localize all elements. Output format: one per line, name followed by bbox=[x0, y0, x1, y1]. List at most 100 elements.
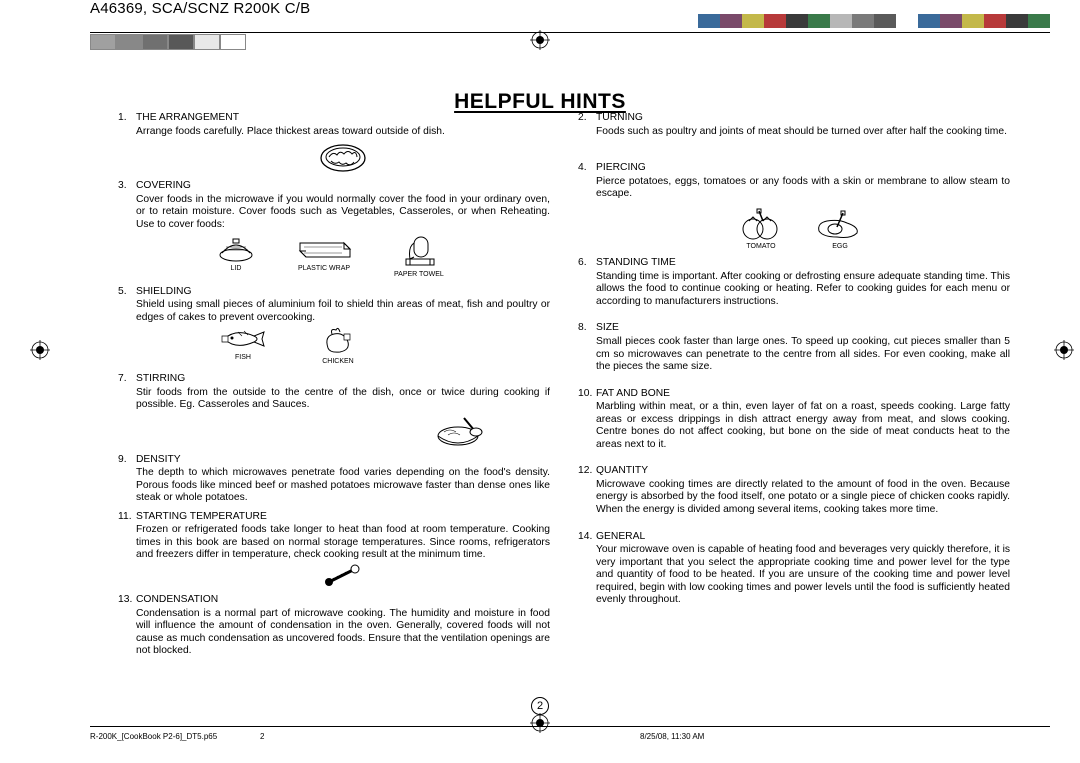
thermometer-icon bbox=[323, 564, 363, 588]
dish-icon bbox=[319, 140, 367, 174]
hint-body: Your microwave oven is capable of heatin… bbox=[596, 544, 1010, 607]
towel-item: PAPER TOWEL bbox=[394, 233, 444, 280]
fish-label: FISH bbox=[235, 354, 251, 361]
chicken-item: CHICKEN bbox=[318, 326, 358, 367]
illus-arrangement bbox=[136, 140, 550, 174]
hint-num: 11. bbox=[118, 511, 136, 524]
hint-title: SIZE bbox=[596, 322, 619, 335]
hint-standing: 6.STANDING TIME Standing time is importa… bbox=[578, 257, 1010, 308]
hint-num: 2. bbox=[578, 112, 596, 125]
color-calibration-bar bbox=[698, 14, 1050, 28]
hint-starting-temp: 11.STARTING TEMPERATURE Frozen or refrig… bbox=[118, 511, 550, 588]
grayscale-boxes bbox=[90, 34, 246, 50]
illus-stirring bbox=[136, 414, 490, 448]
egg-label: EGG bbox=[832, 243, 848, 250]
page-title: HELPFUL HINTS bbox=[0, 90, 1080, 114]
hint-body: Marbling within meat, or a thin, even la… bbox=[596, 401, 1010, 451]
hint-title: GENERAL bbox=[596, 531, 645, 544]
chicken-icon bbox=[318, 326, 358, 356]
hint-title: TURNING bbox=[596, 112, 643, 125]
hint-body: Standing time is important. After cookin… bbox=[596, 271, 1010, 309]
hint-density: 9.DENSITY The depth to which microwaves … bbox=[118, 454, 550, 505]
hint-body: Pierce potatoes, eggs, tomatoes or any f… bbox=[596, 176, 1010, 201]
hint-turning: 2.TURNING Foods such as poultry and join… bbox=[578, 112, 1010, 138]
hint-num: 12. bbox=[578, 465, 596, 478]
header-code: A46369, SCA/SCNZ R200K C/B bbox=[90, 0, 310, 17]
wrap-label: PLASTIC WRAP bbox=[298, 265, 350, 272]
content-columns: 1.THE ARRANGEMENT Arrange foods carefull… bbox=[118, 112, 1010, 664]
footer-file: R-200K_[CookBook P2-6]_DT5.p65 bbox=[90, 732, 217, 741]
hint-num: 5. bbox=[118, 286, 136, 299]
hint-title: FAT AND BONE bbox=[596, 388, 670, 401]
hint-stirring: 7.STIRRING Stir foods from the outside t… bbox=[118, 373, 550, 448]
hint-num: 3. bbox=[118, 180, 136, 193]
hint-num: 9. bbox=[118, 454, 136, 467]
tomato-item: TOMATO bbox=[739, 207, 783, 252]
egg-icon bbox=[813, 207, 867, 241]
footer-page-num: 2 bbox=[260, 732, 264, 741]
hint-quantity: 12.QUANTITY Microwave cooking times are … bbox=[578, 465, 1010, 516]
hint-num: 10. bbox=[578, 388, 596, 401]
hint-title: STANDING TIME bbox=[596, 257, 676, 270]
hint-title: SHIELDING bbox=[136, 286, 192, 299]
illus-piercing: TOMATO EGG bbox=[596, 207, 1010, 252]
lid-icon bbox=[218, 233, 254, 263]
hint-fat-bone: 10.FAT AND BONE Marbling within meat, or… bbox=[578, 388, 1010, 452]
towel-icon bbox=[400, 233, 438, 269]
hint-body: Stir foods from the outside to the centr… bbox=[136, 387, 550, 412]
bowl-spoon-icon bbox=[434, 414, 490, 448]
hint-body: Shield using small pieces of aluminium f… bbox=[136, 299, 550, 324]
right-column: 2.TURNING Foods such as poultry and join… bbox=[578, 112, 1010, 664]
left-column: 1.THE ARRANGEMENT Arrange foods carefull… bbox=[118, 112, 550, 664]
crop-mark-right bbox=[1054, 340, 1074, 360]
crop-mark-top bbox=[530, 30, 550, 50]
footer-rule bbox=[90, 726, 1050, 727]
hint-arrangement: 1.THE ARRANGEMENT Arrange foods carefull… bbox=[118, 112, 550, 174]
page-number: 2 bbox=[531, 697, 549, 715]
hint-num: 4. bbox=[578, 162, 596, 175]
hint-title: DENSITY bbox=[136, 454, 181, 467]
hint-title: CONDENSATION bbox=[136, 594, 218, 607]
hint-num: 14. bbox=[578, 531, 596, 544]
tomato-icon bbox=[739, 207, 783, 241]
hint-body: Frozen or refrigerated foods take longer… bbox=[136, 524, 550, 562]
towel-label: PAPER TOWEL bbox=[394, 271, 444, 278]
hint-title: THE ARRANGEMENT bbox=[136, 112, 239, 125]
hint-body: The depth to which microwaves penetrate … bbox=[136, 467, 550, 505]
hint-title: COVERING bbox=[136, 180, 191, 193]
hint-body: Arrange foods carefully. Place thickest … bbox=[136, 126, 550, 139]
header-rule bbox=[90, 32, 1050, 33]
hint-piercing: 4.PIERCING Pierce potatoes, eggs, tomato… bbox=[578, 162, 1010, 251]
hint-num: 6. bbox=[578, 257, 596, 270]
hint-general: 14.GENERAL Your microwave oven is capabl… bbox=[578, 531, 1010, 607]
egg-item: EGG bbox=[813, 207, 867, 252]
chicken-label: CHICKEN bbox=[322, 358, 354, 365]
crop-mark-bottom bbox=[530, 713, 550, 733]
hint-body: Small pieces cook faster than large ones… bbox=[596, 336, 1010, 374]
hint-title: QUANTITY bbox=[596, 465, 648, 478]
tomato-label: TOMATO bbox=[746, 243, 775, 250]
hint-condensation: 13.CONDENSATION Condensation is a normal… bbox=[118, 594, 550, 658]
fish-icon bbox=[218, 326, 268, 352]
lid-label: LID bbox=[231, 265, 242, 272]
hint-num: 1. bbox=[118, 112, 136, 125]
hint-num: 13. bbox=[118, 594, 136, 607]
wrap-icon bbox=[294, 233, 354, 263]
illus-thermometer bbox=[136, 564, 550, 588]
wrap-item: PLASTIC WRAP bbox=[294, 233, 354, 280]
illus-covering: LID PLASTIC WRAP PAPER TOWEL bbox=[218, 233, 550, 280]
hint-title: STIRRING bbox=[136, 373, 185, 386]
hint-body: Condensation is a normal part of microwa… bbox=[136, 608, 550, 658]
hint-size: 8.SIZE Small pieces cook faster than lar… bbox=[578, 322, 1010, 373]
illus-shielding: FISH CHICKEN bbox=[218, 326, 550, 367]
hint-body: Foods such as poultry and joints of meat… bbox=[596, 126, 1010, 139]
hint-title: PIERCING bbox=[596, 162, 646, 175]
crop-mark-left bbox=[30, 340, 50, 360]
lid-item: LID bbox=[218, 233, 254, 280]
hint-num: 7. bbox=[118, 373, 136, 386]
hint-num: 8. bbox=[578, 322, 596, 335]
fish-item: FISH bbox=[218, 326, 268, 367]
hint-title: STARTING TEMPERATURE bbox=[136, 511, 267, 524]
hint-covering: 3.COVERING Cover foods in the microwave … bbox=[118, 180, 550, 280]
hint-body: Cover foods in the microwave if you woul… bbox=[136, 194, 550, 232]
